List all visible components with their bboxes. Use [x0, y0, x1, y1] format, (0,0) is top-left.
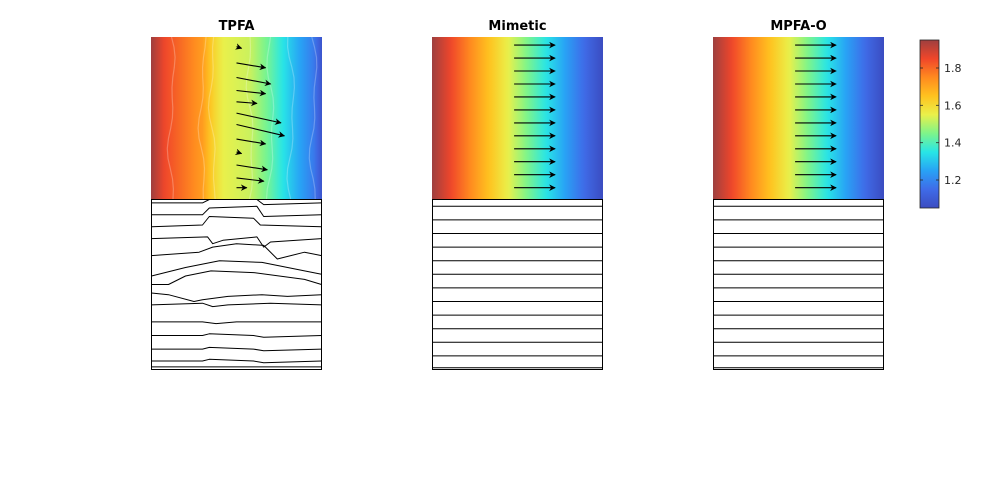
colorbar-scale [919, 39, 940, 209]
velocity-arrow [236, 123, 286, 138]
streamlines-panel-mpfa-o [713, 199, 884, 370]
velocity-arrow [236, 112, 282, 125]
pressure-isoband [265, 36, 275, 200]
velocity-arrow [236, 138, 267, 147]
panel-tpfa: TPFA [151, 19, 322, 370]
pressure-isoband [166, 36, 176, 200]
streamline-axes-mpfa-o [713, 199, 884, 370]
streamline-axes-mimetic [432, 199, 603, 370]
pressure-isoband [308, 36, 318, 200]
pressure-isoband [197, 36, 207, 200]
streamline [151, 236, 322, 248]
velocity-arrows-tpfa [234, 43, 286, 191]
velocity-arrow [236, 164, 268, 173]
panel-title-mpfa-o: MPFA-O [770, 19, 826, 34]
pressure-isoband [245, 36, 254, 200]
colorbar-tick-label: 1.6 [944, 99, 962, 112]
streamline [151, 302, 322, 308]
streamline [151, 346, 322, 352]
pressure-isoband [286, 36, 296, 200]
pressure-field-mimetic [432, 37, 603, 199]
velocity-arrow [236, 177, 265, 184]
streamlines-panel-tpfa [151, 199, 322, 370]
colorbar-tick-label: 1.2 [944, 174, 962, 187]
panel-mpfa-o: MPFA-O [713, 19, 884, 370]
velocity-arrows-mimetic [514, 41, 556, 191]
velocity-arrow [236, 62, 267, 71]
streamline [151, 333, 322, 338]
streamline-axes-tpfa [151, 199, 322, 370]
streamline [151, 260, 322, 277]
panel-title-tpfa: TPFA [219, 19, 255, 34]
velocity-arrows-mpfa-o [795, 41, 837, 191]
streamline [151, 243, 322, 260]
panel-title-mimetic: Mimetic [488, 19, 546, 34]
panels: TPFA Mimetic MPFA-O [151, 19, 884, 370]
streamline [151, 358, 322, 364]
velocity-arrow [236, 99, 258, 107]
velocity-arrow [236, 89, 267, 97]
pressure-field-mpfa-o [713, 37, 884, 199]
velocity-arrow [236, 76, 272, 87]
panel-mimetic: Mimetic [432, 19, 603, 370]
velocity-arrow [234, 43, 243, 50]
streamlines-panel-mimetic [432, 199, 603, 370]
streamline [151, 270, 322, 285]
velocity-arrow [234, 148, 243, 155]
streamline [151, 292, 322, 302]
colorbar-tick-label: 1.4 [944, 137, 962, 150]
streamline [151, 205, 322, 217]
colorbar: 1.2 1.4 1.6 1.8 [919, 39, 962, 209]
colorbar-tick-label: 1.8 [944, 62, 962, 75]
pressure-field-tpfa [151, 37, 322, 199]
streamline [151, 199, 322, 206]
streamline [151, 216, 322, 228]
streamline [151, 321, 322, 325]
pressure-isoband [207, 36, 216, 200]
